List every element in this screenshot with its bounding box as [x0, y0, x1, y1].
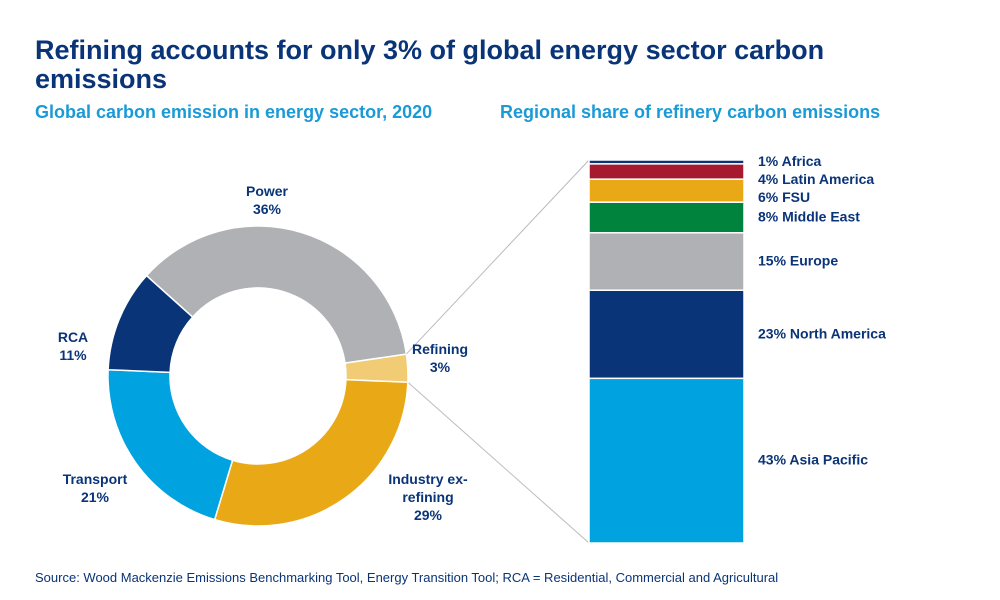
- category-label: Middle East: [782, 208, 860, 224]
- donut-label: Refining 3%: [385, 340, 495, 376]
- donut-segment: [107, 368, 234, 521]
- bar-segment: [588, 159, 745, 165]
- category-label: Europe: [790, 252, 838, 268]
- value-label: 3%: [429, 359, 451, 375]
- connector-line: [407, 381, 590, 544]
- category-label: Power: [245, 183, 288, 199]
- bar-segment: [588, 163, 745, 180]
- subtitle: Global carbon emission in energy sector,…: [35, 102, 433, 122]
- segment-label: 6% FSU: [758, 189, 810, 205]
- value-label: 6%: [758, 189, 779, 205]
- donut-label: RCA 11%: [18, 328, 128, 364]
- segment-label: 4% Latin America: [758, 171, 874, 187]
- value-label: 23%: [758, 325, 787, 341]
- subtitle: Regional share of refinery carbon emissi…: [500, 102, 881, 122]
- category-label: Latin America: [782, 171, 874, 187]
- segment-label: 15% Europe: [758, 252, 838, 268]
- category-label: RCA: [57, 329, 89, 345]
- value-label: 11%: [59, 347, 87, 363]
- bar-segment: [588, 178, 745, 203]
- value-label: 1%: [758, 153, 779, 169]
- value-label: 4%: [758, 171, 779, 187]
- category-label: Asia Pacific: [789, 451, 868, 467]
- category-label: North America: [790, 325, 886, 341]
- value-label: 29%: [413, 507, 443, 523]
- category-label: Industry ex-refining: [388, 471, 468, 505]
- donut-label: Industry ex-refining 29%: [383, 470, 473, 524]
- donut-label: Power 36%: [212, 182, 322, 218]
- category-label: FSU: [782, 189, 810, 205]
- source: Source: Wood Mackenzie Emissions Benchma…: [35, 570, 779, 585]
- donut-segment: [107, 274, 194, 374]
- donut-segment: [213, 378, 409, 527]
- donut-label: Transport 21%: [40, 470, 150, 506]
- value-label: 8%: [758, 208, 779, 224]
- donut-segment: [145, 225, 408, 364]
- segment-label: 1% Africa: [758, 153, 822, 169]
- connector-line: [406, 159, 590, 355]
- value-label: 21%: [80, 489, 110, 505]
- value-label: 36%: [252, 201, 282, 217]
- category-label: Africa: [782, 153, 822, 169]
- segment-label: 23% North America: [758, 325, 886, 341]
- segment-label: 8% Middle East: [758, 208, 860, 224]
- category-label: Transport: [62, 471, 128, 487]
- bar-segment: [588, 201, 745, 234]
- bar-segment: [588, 377, 745, 544]
- title: Refining accounts for only 3% of global …: [35, 35, 825, 94]
- category-label: Refining: [412, 341, 468, 357]
- segment-label: 43% Asia Pacific: [758, 451, 868, 467]
- bar-segment: [588, 289, 745, 380]
- value-label: 15%: [758, 252, 787, 268]
- bar-segment: [588, 232, 745, 291]
- value-label: 43%: [758, 451, 787, 467]
